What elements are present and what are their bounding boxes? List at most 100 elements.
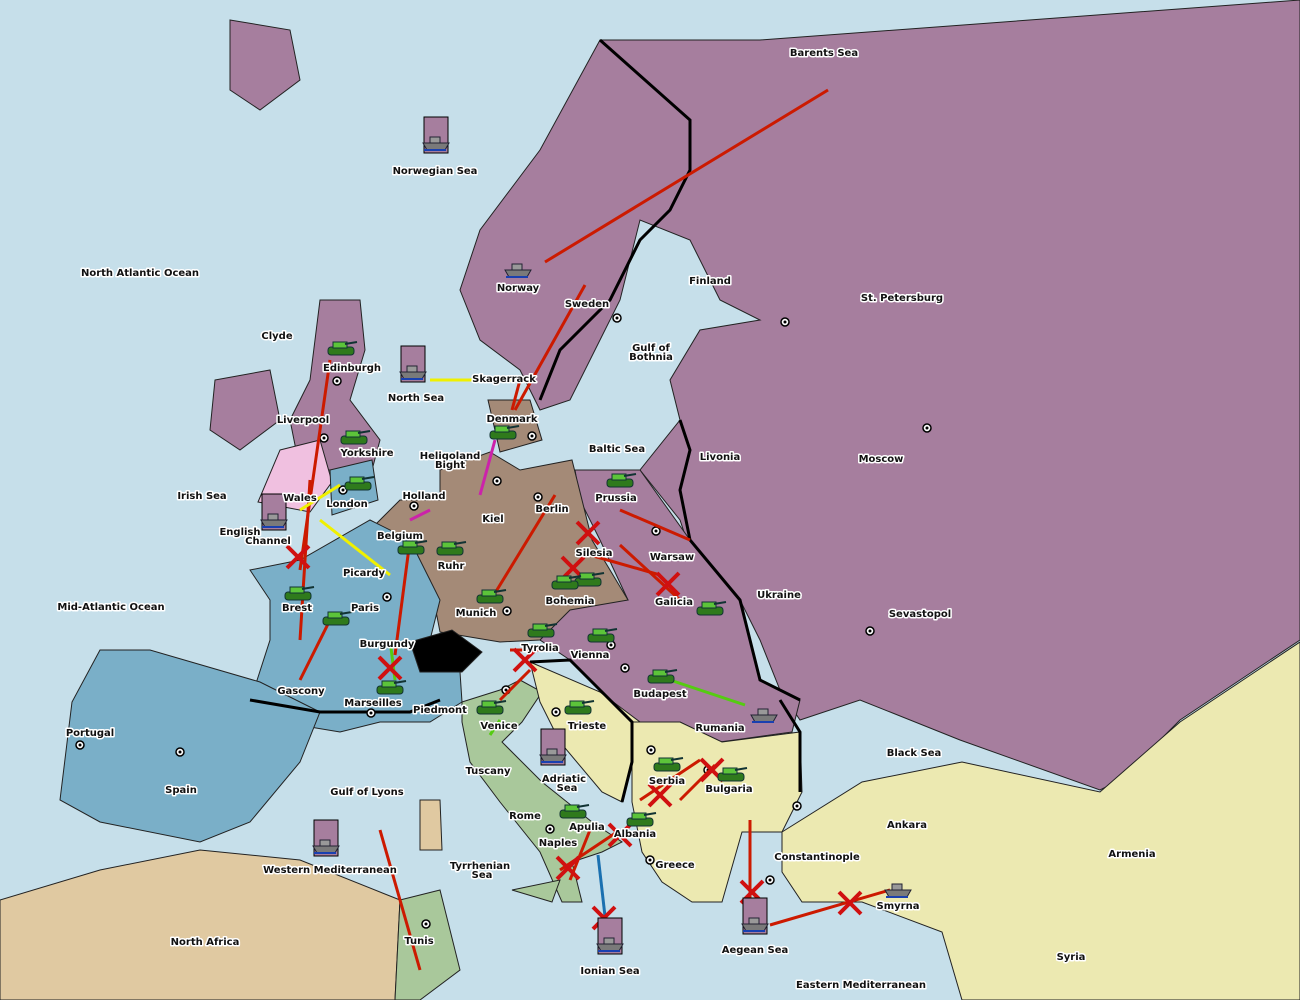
army-unit[interactable] xyxy=(717,767,748,782)
fleet-unit[interactable] xyxy=(539,728,567,766)
territory-label[interactable]: Sea xyxy=(555,782,579,796)
territory-label[interactable]: Tyrolia xyxy=(520,642,561,656)
fleet-unit[interactable] xyxy=(750,708,778,723)
territory-label[interactable]: Edinburgh xyxy=(321,362,382,376)
territory-label[interactable]: Mid-Atlantic Ocean xyxy=(56,601,166,615)
territory-label[interactable]: Gascony xyxy=(276,685,327,699)
territory-label[interactable]: Spain xyxy=(164,784,199,798)
territory-label[interactable]: Greece xyxy=(654,859,697,873)
army-unit[interactable] xyxy=(574,572,605,587)
territory-label[interactable]: Ionian Sea xyxy=(579,965,641,979)
territory-label[interactable]: Irish Sea xyxy=(176,490,228,504)
territory-label[interactable]: Channel xyxy=(244,535,293,549)
territory-label[interactable]: Ukraine xyxy=(756,589,803,603)
territory-label[interactable]: St. Petersburg xyxy=(859,292,944,306)
territory-label[interactable]: Bulgaria xyxy=(704,783,754,797)
territory-label[interactable]: North Atlantic Ocean xyxy=(79,267,200,281)
territory-label[interactable]: Venice xyxy=(479,720,519,734)
territory-label[interactable]: Tyrrhenian xyxy=(448,860,511,874)
army-unit[interactable] xyxy=(559,804,590,819)
army-unit[interactable] xyxy=(647,669,678,684)
army-unit[interactable] xyxy=(376,680,407,695)
territory-label[interactable]: Tunis xyxy=(403,935,435,949)
territory-label[interactable]: Warsaw xyxy=(648,551,695,565)
territory-label[interactable]: Constantinople xyxy=(773,851,862,865)
army-unit[interactable] xyxy=(322,611,353,626)
army-unit[interactable] xyxy=(564,700,595,715)
territory-label[interactable]: Paris xyxy=(349,602,380,616)
territory-label[interactable]: Gulf of xyxy=(631,342,672,356)
territory-label[interactable]: Munich xyxy=(454,607,498,621)
territory-label[interactable]: Budapest xyxy=(632,688,689,702)
fleet-unit[interactable] xyxy=(422,116,450,154)
territory-label[interactable]: Sweden xyxy=(563,298,610,312)
territory-label[interactable]: Kiel xyxy=(481,513,505,527)
territory-label[interactable]: Clyde xyxy=(260,330,294,344)
territory-label[interactable]: Wales xyxy=(282,492,319,506)
territory-label[interactable]: Naples xyxy=(537,837,578,851)
army-unit[interactable] xyxy=(397,540,428,555)
army-unit[interactable] xyxy=(436,541,467,556)
territory-label[interactable]: Vienna xyxy=(569,649,611,663)
territory-label[interactable]: Rome xyxy=(508,810,543,824)
territory-label[interactable]: Galicia xyxy=(654,596,695,610)
territory-label[interactable]: English xyxy=(218,526,262,540)
territory-label[interactable]: Black Sea xyxy=(885,747,943,761)
territory-label[interactable]: Trieste xyxy=(566,720,608,734)
territory-label[interactable]: Tuscany xyxy=(464,765,513,779)
territory-label[interactable]: Prussia xyxy=(594,492,638,506)
fleet-unit[interactable] xyxy=(260,493,288,531)
army-unit[interactable] xyxy=(587,628,618,643)
territory-label[interactable]: North Sea xyxy=(386,392,445,406)
army-unit[interactable] xyxy=(626,812,657,827)
army-unit[interactable] xyxy=(489,425,520,440)
army-unit[interactable] xyxy=(527,623,558,638)
fleet-unit[interactable] xyxy=(884,883,912,898)
fleet-unit[interactable] xyxy=(504,263,532,278)
territory-label[interactable]: Finland xyxy=(688,275,733,289)
army-unit[interactable] xyxy=(476,589,507,604)
army-unit[interactable] xyxy=(344,476,375,491)
territory-label[interactable]: Bohemia xyxy=(544,595,596,609)
territory-label[interactable]: Gulf of Lyons xyxy=(329,786,405,800)
territory-label[interactable]: North Africa xyxy=(169,936,241,950)
territory-label[interactable]: Portugal xyxy=(64,727,115,741)
territory-label[interactable]: Aegean Sea xyxy=(720,944,790,958)
territory-label[interactable]: Armenia xyxy=(1107,848,1157,862)
territory-label[interactable]: Skagerrack xyxy=(471,373,538,387)
territory-label[interactable]: Albania xyxy=(612,828,657,842)
territory-label[interactable]: Moscow xyxy=(857,453,905,467)
territory-label[interactable]: Sevastopol xyxy=(887,608,952,622)
territory-label[interactable]: Yorkshire xyxy=(338,447,395,461)
army-unit[interactable] xyxy=(340,430,371,445)
territory-label[interactable]: Syria xyxy=(1055,951,1087,965)
territory-label[interactable]: Bight xyxy=(433,459,466,473)
army-unit[interactable] xyxy=(696,601,727,616)
fleet-unit[interactable] xyxy=(741,897,769,935)
territory-label[interactable]: Picardy xyxy=(341,567,387,581)
territory-label[interactable]: Liverpool xyxy=(275,414,330,428)
territory-label[interactable]: Ruhr xyxy=(436,560,466,574)
territory-label[interactable]: Denmark xyxy=(485,413,539,427)
territory-label[interactable]: Silesia xyxy=(574,547,614,561)
army-unit[interactable] xyxy=(653,757,684,772)
territory-label[interactable]: Berlin xyxy=(534,503,570,517)
territory-label[interactable]: Burgundy xyxy=(358,638,416,652)
territory-label[interactable]: Norway xyxy=(495,282,541,296)
army-unit[interactable] xyxy=(327,341,358,356)
territory-label[interactable]: Bothnia xyxy=(628,351,675,365)
territory-label[interactable]: Smyrna xyxy=(875,900,921,914)
territory-label[interactable]: Adriatic xyxy=(540,773,587,787)
fleet-unit[interactable] xyxy=(312,819,340,857)
territory-label[interactable]: Western Mediterranean xyxy=(262,864,399,878)
territory-label[interactable]: Rumania xyxy=(694,722,746,736)
territory-label[interactable]: Marseilles xyxy=(343,697,403,711)
army-unit[interactable] xyxy=(606,473,637,488)
fleet-unit[interactable] xyxy=(399,345,427,383)
territory-label[interactable]: London xyxy=(325,498,370,512)
territory-label[interactable]: Barents Sea xyxy=(788,47,859,61)
territory-label[interactable]: Brest xyxy=(280,602,313,616)
territory-label[interactable]: Eastern Mediterranean xyxy=(795,979,928,993)
territory-label[interactable]: Sea xyxy=(470,869,494,883)
territory-label[interactable]: Holland xyxy=(401,490,447,504)
